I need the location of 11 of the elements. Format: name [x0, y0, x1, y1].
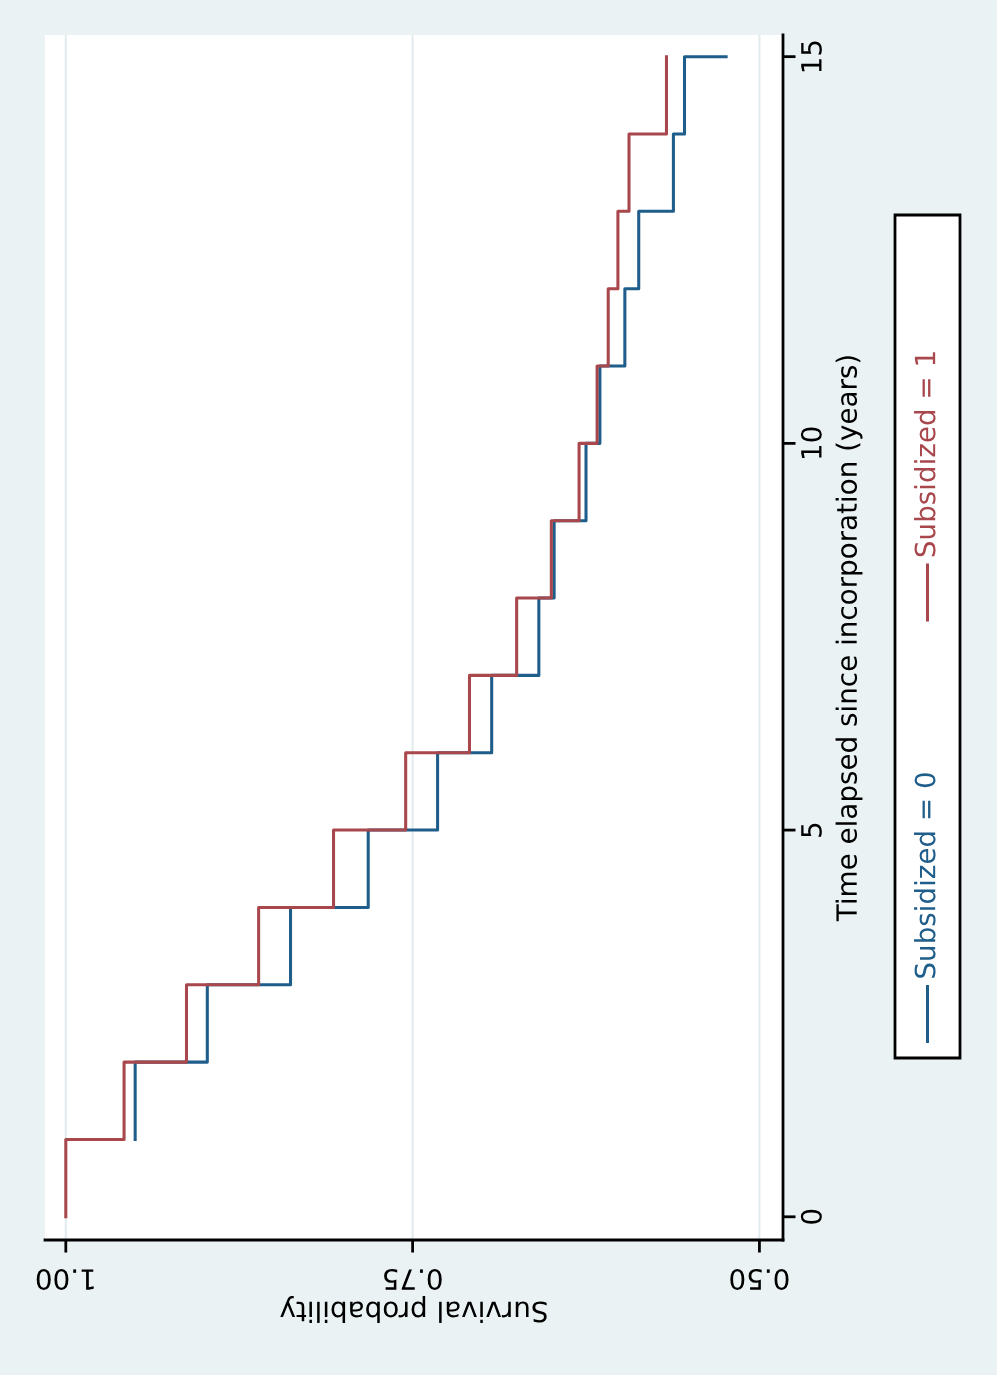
y-tick-label: 15 — [801, 41, 822, 72]
y-tick-label: 10 — [800, 427, 822, 458]
x-tick-label: 1.00 — [36, 1268, 94, 1290]
x-tick-label: 0.75 — [384, 1268, 442, 1290]
x-tick-label: 0.50 — [730, 1268, 789, 1290]
x-axis-title: Survival probability — [280, 1296, 547, 1323]
text: Subsidized = 0 — [914, 773, 936, 978]
y-tick-label: 5 — [801, 823, 822, 837]
y-tick-label: 0 — [800, 1209, 822, 1224]
y-axis-title: Time elapsed since incorporation (years) — [835, 356, 863, 922]
text: Subsidized = 1 — [914, 352, 936, 557]
